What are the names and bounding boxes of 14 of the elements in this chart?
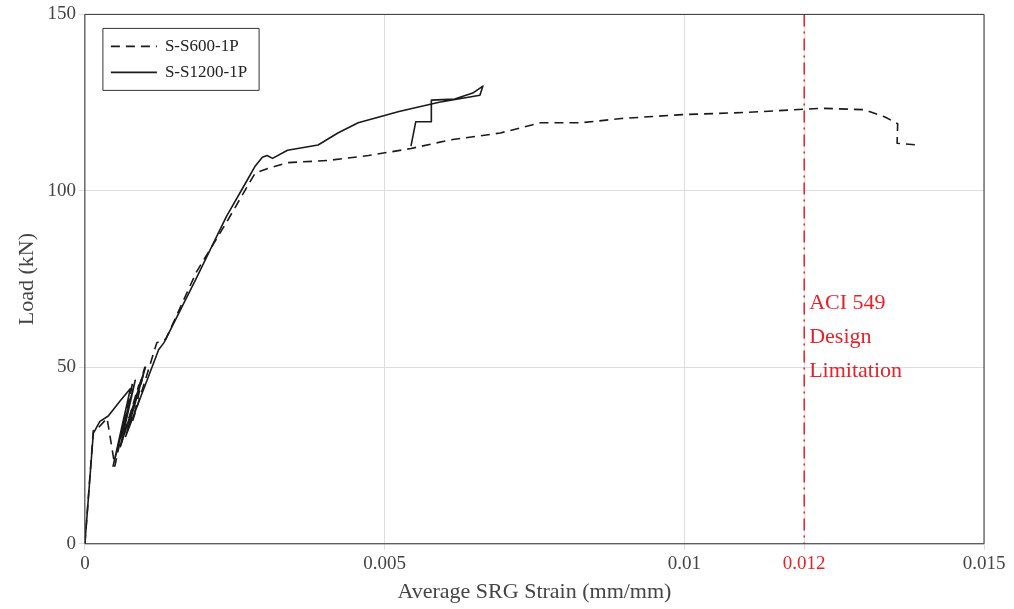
x-tick-label: 0.005 [363,552,406,574]
y-tick-label: 0 [66,531,76,553]
y-tick-label: 50 [56,355,76,377]
x-axis-title: Average SRG Strain (mm/mm) [397,577,672,603]
legend-label: S-S1200-1P [164,61,248,81]
y-tick-label: 100 [47,178,76,200]
x-tick-label: 0 [80,552,90,574]
ref-line-label: ACI 549 Design Limitation [809,289,903,383]
x-tick-label: 0.015 [962,552,1006,574]
legend-label: S-S600-1P [164,35,239,55]
x-tick-label: 0.012 [782,552,826,574]
y-axis-title: Load (kN) [12,232,38,326]
y-tick-label: 150 [47,2,76,24]
x-tick-label: 0.01 [667,552,701,574]
